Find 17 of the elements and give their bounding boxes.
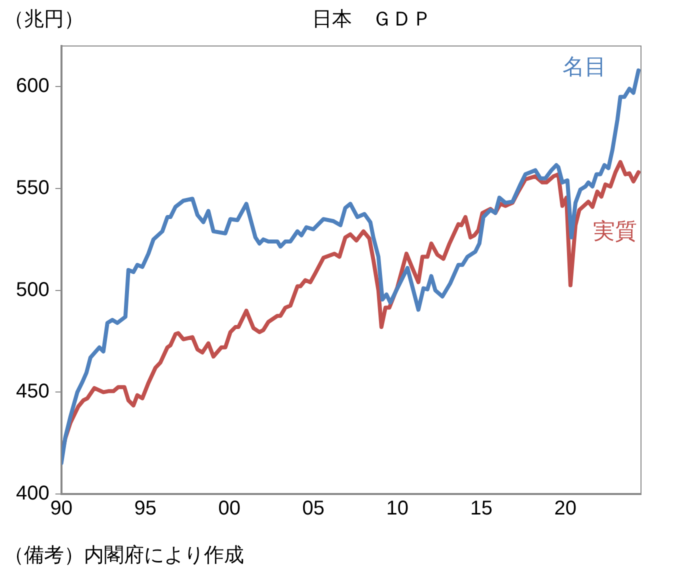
text: （備考）内閣府により作成 xyxy=(4,544,244,567)
x-tick-label: 05 xyxy=(302,498,325,520)
y-tick-label: 450 xyxy=(16,380,50,403)
x-tick-label: 95 xyxy=(134,498,156,520)
y-tick-label: 400 xyxy=(16,482,50,505)
chart-title: 日本 ＧＤＰ xyxy=(312,8,432,31)
y-tick-label: 600 xyxy=(16,75,50,98)
series-label: 実質 xyxy=(593,218,637,244)
x-tick-label: 15 xyxy=(470,498,493,520)
y-axis-title: （兆円） xyxy=(4,8,84,31)
series-label: 名目 xyxy=(562,54,606,80)
x-tick-label: 90 xyxy=(50,498,72,520)
x-tick-label: 00 xyxy=(218,498,241,520)
y-tick-label: 500 xyxy=(16,278,50,301)
x-tick-label: 10 xyxy=(386,498,409,520)
y-tick-label: 550 xyxy=(16,177,50,200)
x-tick-label: 20 xyxy=(554,498,577,520)
